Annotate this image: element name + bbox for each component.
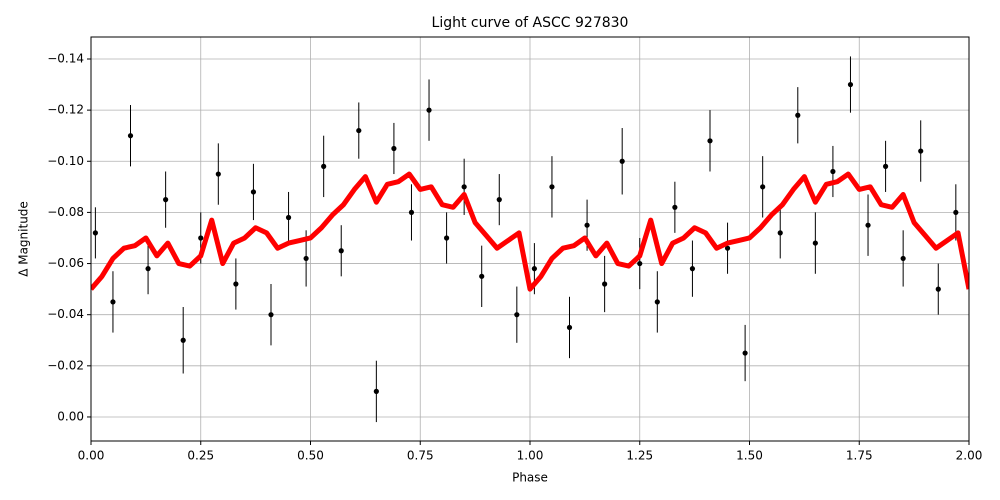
data-point: [373, 388, 379, 394]
x-tick-label: 0.00: [78, 449, 105, 463]
data-point: [233, 281, 239, 287]
data-point: [602, 281, 608, 287]
data-point: [408, 209, 415, 216]
data-point: [443, 235, 450, 241]
y-tick-label: 0.00: [57, 409, 84, 423]
data-point: [268, 312, 274, 318]
data-point: [760, 184, 766, 190]
data-point: [163, 197, 169, 203]
x-tick-label: 2.00: [956, 449, 983, 463]
y-tick-label: −0.02: [47, 358, 84, 372]
data-point: [285, 214, 292, 221]
x-tick-label: 1.50: [736, 449, 763, 463]
data-point: [321, 163, 327, 169]
data-point: [338, 248, 344, 254]
data-point: [145, 266, 151, 272]
data-point: [356, 127, 362, 134]
data-point: [566, 324, 573, 331]
data-point: [198, 235, 204, 241]
data-point: [777, 230, 783, 236]
plot-frame: [90, 36, 970, 442]
data-point: [619, 158, 625, 164]
plot-area: [91, 56, 969, 423]
x-tick-label: 1.75: [846, 449, 873, 463]
data-point: [724, 245, 731, 251]
x-tick-label: 0.50: [297, 449, 324, 463]
x-axis-label: Phase: [512, 471, 548, 485]
x-tick-label: 0.75: [407, 449, 434, 463]
x-tick-label: 1.25: [626, 449, 653, 463]
y-tick-label: −0.10: [47, 154, 84, 168]
data-point: [935, 286, 941, 292]
data-point: [847, 81, 854, 88]
data-point: [531, 266, 537, 272]
chart-title: Light curve of ASCC 927830: [432, 15, 629, 31]
data-point: [479, 273, 485, 279]
data-point: [865, 222, 871, 228]
data-point: [514, 312, 520, 318]
data-point: [918, 148, 924, 154]
data-point: [391, 145, 397, 152]
y-tick-label: −0.08: [47, 205, 84, 219]
data-point: [900, 255, 906, 262]
data-point: [672, 204, 678, 210]
data-point: [953, 209, 959, 216]
y-axis-label: Δ Magnitude: [17, 201, 31, 277]
y-tick-label: −0.06: [47, 256, 84, 270]
data-point: [637, 260, 643, 267]
y-tick-label: −0.12: [47, 103, 84, 117]
data-point: [795, 112, 801, 118]
data-point: [303, 255, 309, 262]
data-point: [250, 189, 257, 195]
data-point: [127, 133, 134, 139]
data-point: [215, 171, 221, 177]
y-tick-label: −0.04: [47, 307, 84, 321]
data-point: [689, 266, 696, 272]
data-point: [461, 184, 467, 190]
data-point: [496, 197, 502, 203]
data-point: [180, 337, 186, 343]
x-tick-label: 1.00: [517, 449, 544, 463]
data-point: [812, 240, 818, 246]
data-point: [654, 299, 660, 305]
data-point: [830, 168, 836, 175]
trend-line: [91, 171, 969, 292]
data-point: [426, 107, 432, 113]
y-tick-label: −0.14: [47, 51, 84, 65]
data-point: [110, 299, 116, 305]
data-point: [549, 184, 555, 190]
data-point: [92, 230, 98, 236]
data-point: [882, 163, 889, 169]
data-point: [584, 222, 590, 228]
data-point: [742, 350, 748, 356]
data-point: [707, 138, 713, 144]
x-tick-label: 0.25: [187, 449, 214, 463]
